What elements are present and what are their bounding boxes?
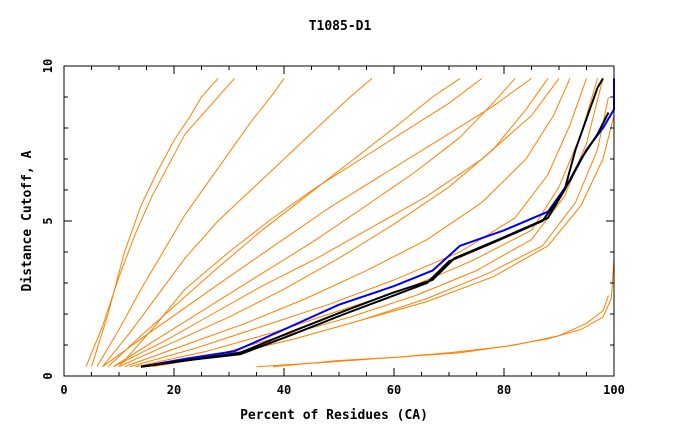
- x-tick-label: 60: [387, 383, 401, 397]
- chart-title: T1085-D1: [309, 19, 372, 34]
- y-axis-label: Distance Cutoff, A: [20, 150, 35, 291]
- plot-frame: [63, 65, 615, 377]
- series-line-5: [107, 77, 461, 368]
- series-layer: [85, 77, 615, 368]
- series-line-15: [102, 77, 532, 368]
- y-tick-label: 5: [41, 217, 55, 224]
- series-line-19: [140, 78, 615, 368]
- series-line-2: [85, 78, 235, 367]
- series-line-7: [118, 78, 549, 368]
- series-line-14: [151, 115, 615, 368]
- series-line-1: [91, 78, 219, 367]
- series-line-9: [129, 78, 587, 368]
- x-tick-label: 100: [603, 383, 625, 397]
- x-tick-label: 80: [497, 383, 511, 397]
- series-line-12: [140, 78, 604, 368]
- series-line-4: [102, 78, 373, 368]
- series-line-16: [118, 78, 483, 368]
- series-line-8: [124, 78, 571, 368]
- series-line-21: [140, 112, 610, 368]
- y-tick-label: 0: [41, 372, 55, 379]
- x-tick-label: 20: [167, 383, 181, 397]
- ticks-layer: 0 20 40 60 80 100 0 5 10: [41, 59, 625, 397]
- x-axis-label: Percent of Residues (CA): [240, 408, 428, 423]
- series-line-10: [135, 78, 598, 368]
- series-line-20: [140, 77, 604, 368]
- series-line-18: [256, 295, 609, 368]
- series-line-3: [96, 78, 285, 367]
- x-tick-label: 40: [277, 383, 291, 397]
- y-tick-label: 10: [41, 59, 55, 73]
- series-line-11: [113, 78, 560, 368]
- series-line-6: [113, 78, 516, 368]
- x-tick-label: 0: [60, 383, 67, 397]
